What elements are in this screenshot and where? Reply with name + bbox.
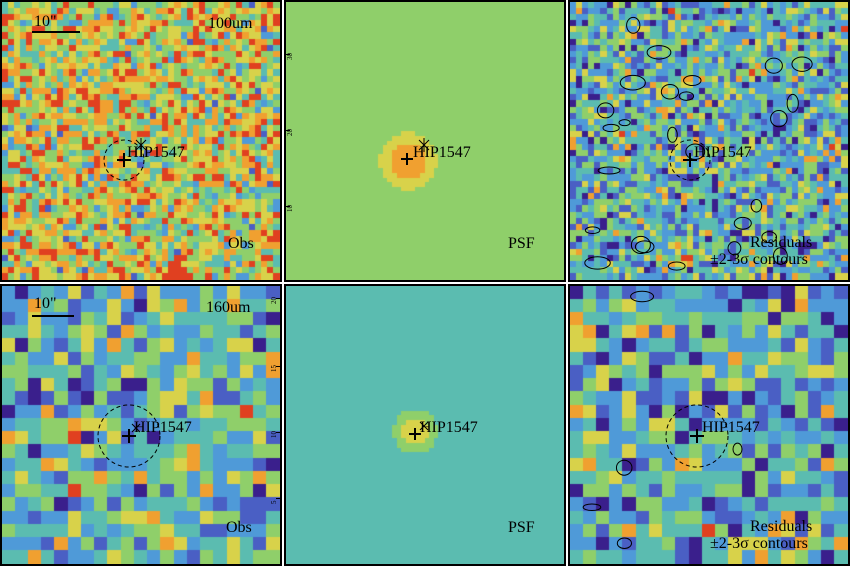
residual-contour	[582, 503, 602, 512]
residual-contour	[770, 109, 788, 128]
contour-label: ±2-3σ contours	[710, 535, 808, 552]
obs-image-160um	[2, 286, 280, 564]
residual-contour	[678, 91, 695, 101]
source-plus-marker	[409, 428, 421, 440]
residual-contour	[596, 102, 615, 119]
scale-bar-label: 10"	[34, 13, 57, 30]
residual-contour	[791, 56, 813, 72]
residual-contour	[626, 16, 641, 34]
psf-panel-160um: HIP1547 PSF	[284, 284, 566, 566]
source-plus-marker	[401, 153, 413, 165]
residual-contour	[618, 119, 631, 127]
residual-image-100um	[570, 2, 848, 280]
residual-contour	[727, 241, 742, 256]
axis-ticks: 20 15 10 5	[270, 297, 280, 504]
aperture-circle	[97, 404, 161, 468]
source-label: HIP1547	[413, 144, 471, 161]
residual-contour	[584, 226, 601, 235]
residual-contour	[602, 123, 620, 133]
residual-contour	[597, 166, 621, 175]
obs-panel-100um: 10" 100um HIP1547 Obs	[0, 0, 282, 282]
source-plus-marker	[683, 153, 697, 167]
residual-contour	[685, 143, 706, 160]
residual-contour	[646, 45, 672, 60]
obs-panel-160um: 20 15 10 5 10" 160um HIP1547 Obs	[0, 284, 282, 566]
residual-panel-160um: HIP1547 Residuals ±2-3σ contours	[568, 284, 850, 566]
residual-contour	[615, 459, 633, 476]
catalog-star-marker	[419, 421, 429, 431]
source-plus-marker	[690, 429, 704, 443]
psf-panel-100um: 30 20 10 HIP1547 PSF	[284, 0, 566, 282]
psf-image-100um	[286, 2, 564, 280]
residual-contour	[750, 199, 763, 213]
residual-contour	[786, 93, 799, 113]
band-label: 100um	[208, 15, 253, 32]
aperture-circle	[103, 139, 145, 181]
residual-contour	[630, 290, 655, 303]
residual-contour	[619, 74, 646, 91]
panel-label-obs: Obs	[228, 235, 254, 252]
aperture-circle	[669, 139, 711, 181]
residual-contour	[584, 256, 611, 270]
residual-contour	[764, 57, 783, 74]
residual-contour	[733, 216, 752, 230]
residual-contour	[732, 442, 743, 456]
source-plus-marker	[117, 153, 131, 167]
psf-overlay-160um	[409, 421, 429, 440]
residual-label: Residuals	[750, 234, 813, 251]
source-label: HIP1547	[702, 419, 760, 436]
residual-overlay-100um	[584, 16, 813, 271]
residual-contour	[616, 537, 633, 549]
scale-bar-label: 10"	[34, 295, 57, 312]
residual-contour	[630, 235, 651, 255]
residual-contour	[660, 83, 680, 100]
residual-contour	[772, 247, 788, 265]
catalog-star-marker	[131, 423, 141, 433]
residual-contour	[683, 74, 702, 87]
residual-contour	[761, 231, 778, 244]
catalog-star-marker	[418, 138, 430, 152]
contour-label: ±2-3σ contours	[710, 251, 808, 268]
aperture-circle	[665, 404, 729, 468]
source-label: HIP1547	[694, 144, 752, 161]
panel-label-obs: Obs	[226, 519, 252, 536]
obs-overlay-100um	[32, 31, 147, 181]
band-label: 160um	[206, 299, 251, 316]
residual-overlay-160um	[582, 290, 743, 549]
psf-overlay-100um	[401, 138, 430, 165]
residual-contour	[634, 240, 655, 254]
panel-label-psf: PSF	[508, 235, 535, 252]
panel-label-psf: PSF	[508, 519, 535, 536]
source-plus-marker	[122, 429, 136, 443]
axis-ticks: 30 20 10	[286, 53, 294, 212]
obs-overlay-160um	[32, 315, 161, 468]
source-label: HIP1547	[134, 419, 192, 436]
source-label: HIP1547	[420, 419, 478, 436]
source-label: HIP1547	[127, 144, 185, 161]
residual-label: Residuals	[750, 518, 813, 535]
residual-contour	[667, 126, 678, 143]
residual-contour	[667, 261, 686, 271]
residual-panel-100um: HIP1547 Residuals ±2-3σ contours	[568, 0, 850, 282]
residual-image-160um	[570, 286, 848, 564]
catalog-star-marker	[135, 138, 147, 152]
